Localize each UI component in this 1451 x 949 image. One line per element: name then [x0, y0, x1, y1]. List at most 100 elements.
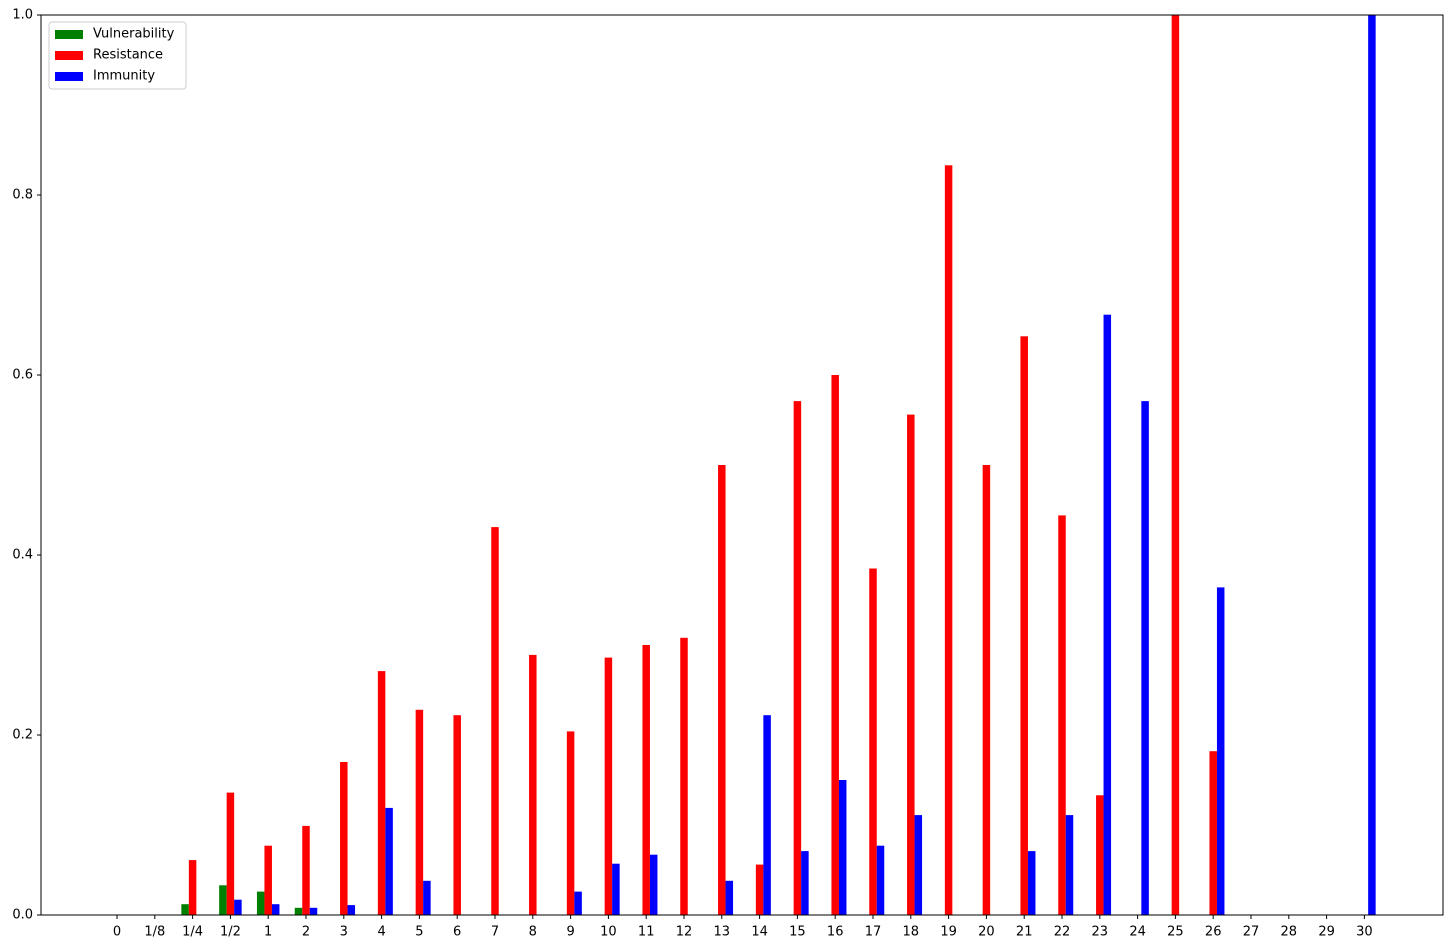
x-tick-label: 1 — [264, 925, 272, 940]
x-tick-label: 25 — [1167, 925, 1184, 940]
x-tick-label: 10 — [600, 925, 617, 940]
bar — [725, 880, 734, 915]
bar — [226, 792, 235, 915]
bar — [907, 414, 915, 915]
x-tick-label: 5 — [415, 925, 423, 940]
bar — [1209, 751, 1217, 915]
y-tick-label: 0.2 — [12, 728, 33, 743]
x-tick-label: 3 — [340, 925, 348, 940]
bar — [982, 465, 991, 915]
bar — [1103, 314, 1112, 915]
bar — [309, 907, 318, 915]
legend-label: Vulnerability — [93, 27, 175, 42]
plot-frame — [40, 14, 1444, 916]
x-tick-label: 24 — [1129, 925, 1146, 940]
x-tick-label: 7 — [491, 925, 499, 940]
x-tick-label: 19 — [940, 925, 957, 940]
y-tick-label: 0.8 — [12, 188, 33, 203]
legend-label: Resistance — [93, 48, 163, 63]
bar — [385, 807, 393, 915]
bar — [801, 851, 809, 915]
x-tick-label: 11 — [638, 925, 655, 940]
bar — [340, 762, 348, 915]
x-tick-label: 17 — [865, 925, 882, 940]
bar — [264, 845, 272, 915]
bar — [188, 860, 197, 915]
bar — [1096, 795, 1104, 915]
bar — [1027, 851, 1036, 915]
bar — [1058, 515, 1066, 915]
bar — [763, 715, 771, 915]
x-tick-label: 30 — [1356, 925, 1373, 940]
bar — [718, 465, 726, 915]
x-tick-label: 1/8 — [144, 925, 165, 940]
x-tick-label: 27 — [1243, 925, 1260, 940]
x-tick-label: 4 — [377, 925, 385, 940]
bar — [529, 654, 537, 915]
bar — [1171, 15, 1180, 915]
x-tick-label: 13 — [714, 925, 731, 940]
bar — [271, 904, 280, 915]
bar — [566, 731, 575, 915]
bar — [1368, 15, 1376, 915]
bar — [914, 815, 923, 915]
bar — [423, 880, 431, 915]
bar — [181, 904, 189, 915]
bar — [944, 165, 953, 916]
bar — [219, 885, 227, 915]
bar — [604, 657, 613, 915]
bar — [612, 863, 620, 915]
legend-swatch — [55, 51, 83, 60]
bar — [491, 527, 499, 915]
bar — [415, 709, 424, 915]
y-tick-label: 0.0 — [12, 908, 33, 923]
y-tick-label: 1.0 — [12, 8, 33, 23]
x-tick-label: 20 — [978, 925, 995, 940]
bar — [377, 671, 386, 915]
x-tick-label: 26 — [1205, 925, 1222, 940]
x-tick-label: 28 — [1281, 925, 1298, 940]
x-tick-label: 21 — [1016, 925, 1033, 940]
x-tick-label: 15 — [789, 925, 806, 940]
bar — [793, 401, 802, 916]
bar — [1141, 401, 1149, 916]
y-tick-label: 0.6 — [12, 368, 33, 383]
x-tick-label: 6 — [453, 925, 461, 940]
bar — [1216, 587, 1225, 915]
x-tick-label: 16 — [827, 925, 844, 940]
bar — [649, 854, 658, 915]
bar — [869, 568, 877, 915]
x-tick-label: 22 — [1054, 925, 1071, 940]
x-tick-label: 23 — [1092, 925, 1109, 940]
bar — [642, 645, 650, 915]
x-tick-label: 1/2 — [220, 925, 241, 940]
y-tick-label: 0.4 — [12, 548, 33, 563]
bar — [755, 864, 764, 915]
bar — [680, 637, 688, 915]
bar — [1065, 815, 1074, 915]
legend-swatch — [55, 72, 83, 81]
x-tick-label: 2 — [302, 925, 310, 940]
bar — [256, 891, 265, 915]
x-tick-label: 8 — [529, 925, 537, 940]
x-tick-label: 18 — [903, 925, 920, 940]
bar — [347, 905, 356, 915]
bar — [294, 907, 303, 915]
legend-label: Immunity — [93, 69, 155, 84]
x-tick-label: 0 — [113, 925, 121, 940]
x-tick-label: 9 — [566, 925, 574, 940]
bar — [574, 891, 582, 915]
legend-swatch — [55, 30, 83, 39]
x-tick-label: 14 — [751, 925, 768, 940]
bar — [302, 825, 310, 915]
bar — [1020, 336, 1028, 915]
x-tick-label: 1/4 — [182, 925, 203, 940]
bar — [234, 899, 242, 915]
x-tick-label: 29 — [1318, 925, 1335, 940]
x-tick-label: 12 — [676, 925, 693, 940]
bar — [453, 715, 461, 915]
bar — [831, 375, 839, 915]
legend-box — [48, 21, 187, 90]
bar — [876, 845, 885, 915]
